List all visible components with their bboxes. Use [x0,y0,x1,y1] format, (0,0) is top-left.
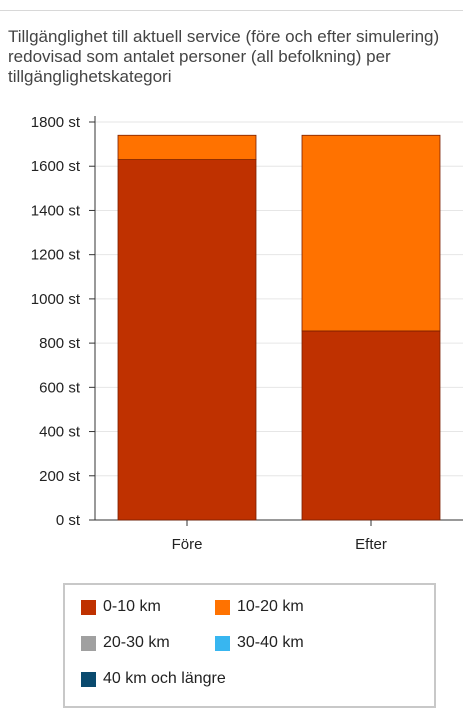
legend-swatch [81,671,96,687]
legend-label: 10-20 km [237,598,304,615]
bar-segment [301,134,441,332]
y-tick-label: 1600 st [31,158,81,175]
top-divider [0,10,463,11]
legend-item[interactable]: 40 km och längre [81,670,226,688]
legend-swatch [81,599,96,615]
y-tick-label: 600 st [39,379,81,396]
legend: 0-10 km 10-20 km 20-30 km 30-40 km 40 km och… [63,583,436,708]
stacked-bar-chart: 0 st 200 st 400 st 600 st 800 st 1000 st 1200 … [31,114,463,553]
y-tick-label: 800 st [39,335,81,352]
bar-segment [301,330,441,521]
legend-swatch [215,635,230,651]
y-tick-label: 0 st [56,512,81,529]
y-tick-label: 1400 st [31,202,81,219]
y-tick-label: 1200 st [31,247,81,264]
legend-label: 0-10 km [103,598,161,615]
legend-label: 20-30 km [103,634,170,651]
legend-swatch [215,599,230,615]
y-tick-label: 1800 st [31,114,81,131]
y-tick-label: 1000 st [31,291,81,308]
bar-segment [117,159,257,521]
y-tick-label: 200 st [39,468,81,485]
legend-item[interactable]: 0-10 km [81,598,161,616]
legend-swatch [81,635,96,651]
legend-item[interactable]: 20-30 km [81,634,170,652]
legend-label: 40 km och längre [103,670,226,687]
x-tick-label: Efter [355,536,387,553]
y-tick-label: 400 st [39,424,81,441]
bar-segment [117,134,257,160]
x-tick-label: Före [172,536,203,553]
legend-item[interactable]: 30-40 km [215,634,304,652]
legend-item[interactable]: 10-20 km [215,598,304,616]
chart-title: Tillgänglighet till aktuell service (för… [8,27,440,86]
legend-label: 30-40 km [237,634,304,651]
